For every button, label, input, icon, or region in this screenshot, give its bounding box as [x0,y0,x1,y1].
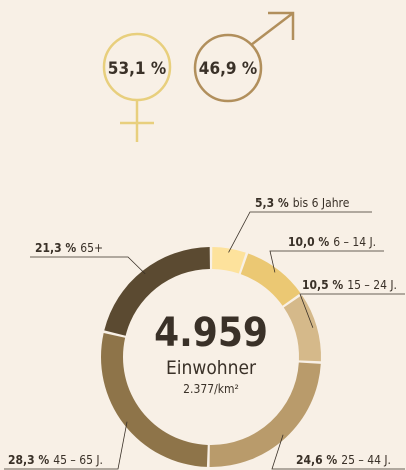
segment-value: 24,6 % [296,453,337,467]
segment-category: 65+ [80,241,103,255]
donut-segment [240,253,301,306]
leader-line [271,434,405,470]
donut-segment [212,247,246,274]
female-share: 53,1 % [108,59,166,79]
segment-label: 5,3 % bis 6 Jahre [255,196,350,210]
donut-segment [283,295,321,362]
donut-segment [101,332,208,467]
center-label: Einwohner [166,357,257,379]
male-symbol [193,11,295,103]
female-symbol [102,32,172,142]
segment-label: 21,3 % 65+ [35,241,103,255]
male-share: 46,9 % [199,59,257,79]
leader-line [269,250,384,273]
segment-label: 28,3 % 45 – 65 J. [8,453,103,467]
leader-line [4,421,128,470]
segment-label: 10,5 % 15 – 24 J. [302,278,397,292]
segment-value: 28,3 % [8,453,49,467]
segment-category: 45 – 65 J. [53,453,103,467]
segment-label: 10,0 % 6 – 14 J. [288,235,376,249]
donut [101,247,321,467]
leader-line [228,211,372,253]
leader-line [30,256,146,275]
segment-category: bis 6 Jahre [293,196,350,210]
segment-category: 15 – 24 J. [347,278,397,292]
segment-value: 5,3 % [255,196,289,210]
donut-segment [209,362,321,467]
segment-category: 6 – 14 J. [333,235,376,249]
center-sub: 2.377/km² [183,382,239,396]
center-value: 4.959 [154,310,268,356]
segment-value: 10,0 % [288,235,329,249]
segment-value: 10,5 % [302,278,343,292]
leader-line [299,293,405,328]
segment-value: 21,3 % [35,241,76,255]
segment-category: 25 – 44 J. [341,453,391,467]
segment-label: 24,6 % 25 – 44 J. [296,453,391,467]
donut-segment [104,247,210,336]
